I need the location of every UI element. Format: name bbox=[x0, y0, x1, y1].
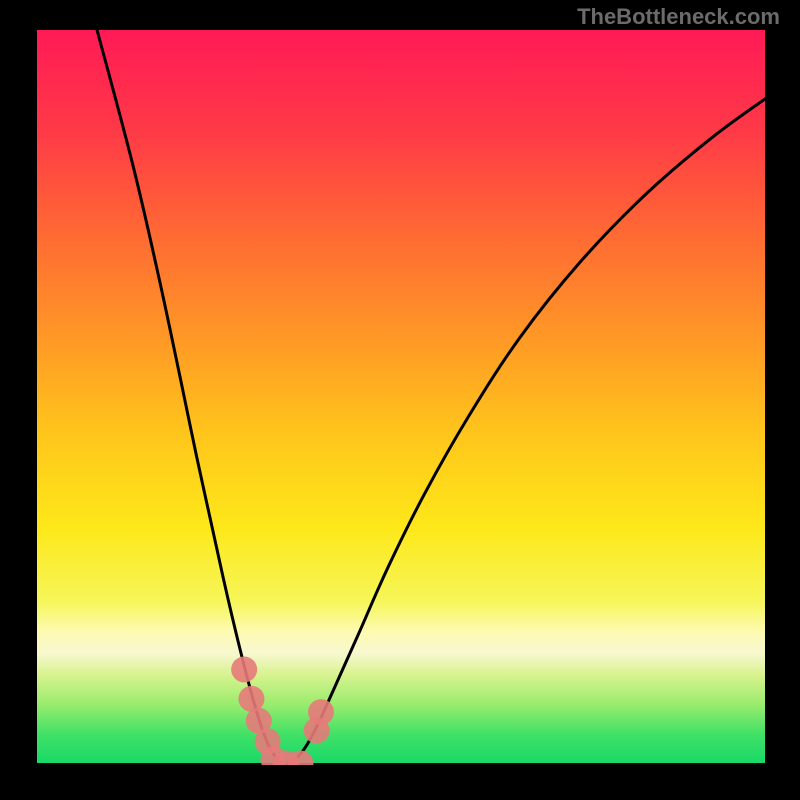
marker-dot bbox=[308, 699, 334, 725]
curve-branch bbox=[286, 96, 769, 765]
plot-area bbox=[35, 30, 767, 765]
curve-layer bbox=[37, 30, 769, 765]
watermark-text: TheBottleneck.com bbox=[577, 4, 780, 30]
curve-branch bbox=[97, 30, 286, 765]
marker-dot bbox=[231, 656, 257, 682]
marker-dot bbox=[238, 686, 264, 712]
chart-container: { "watermark": { "text": "TheBottleneck.… bbox=[0, 0, 800, 800]
